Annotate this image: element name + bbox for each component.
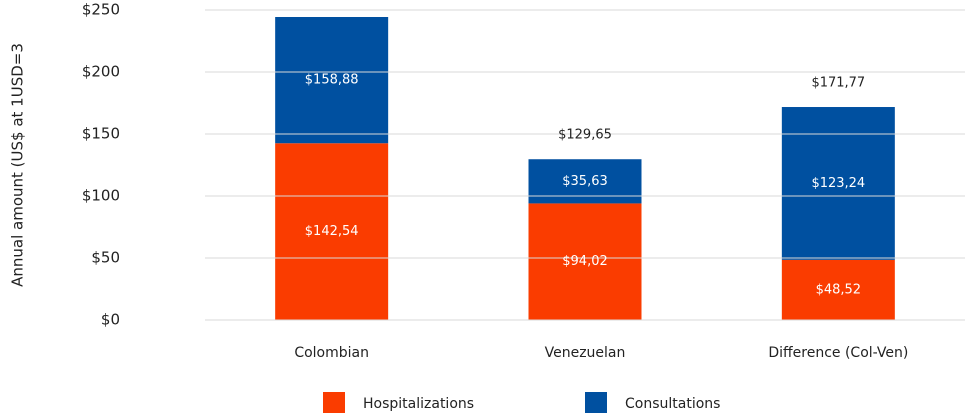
y-tick-label: $50 [91,249,120,267]
x-tick-label: Venezuelan [545,345,626,361]
y-axis-label: Annual amount (US$ at 1USD=3 [9,43,27,287]
total-label: $171,77 [811,76,865,91]
y-tick-label: $100 [82,187,120,205]
data-label: $158,88 [305,73,359,88]
y-tick-label: $250 [82,1,120,19]
bar-segment [275,17,389,144]
y-tick-label: $150 [82,125,120,143]
bar-segment [781,107,895,260]
bar-segment [528,203,642,320]
legend-swatch [323,392,345,413]
data-label: $142,54 [305,224,359,239]
total-label: $129,65 [558,128,612,143]
data-label: $123,24 [811,176,865,191]
data-label: $94,02 [562,254,608,269]
x-tick-label: Colombian [294,345,369,361]
legend-label: Hospitalizations [363,396,474,412]
legend-label: Consultations [625,396,720,412]
legend-swatch [585,392,607,413]
plot [275,17,895,320]
data-label: $48,52 [816,282,862,297]
bar-segment [781,259,895,320]
x-tick-label: Difference (Col-Ven) [768,345,908,361]
y-tick-label: $0 [101,311,120,329]
y-tick-label: $200 [82,63,120,81]
bar-segment [275,143,389,320]
data-label: $35,63 [562,174,608,189]
